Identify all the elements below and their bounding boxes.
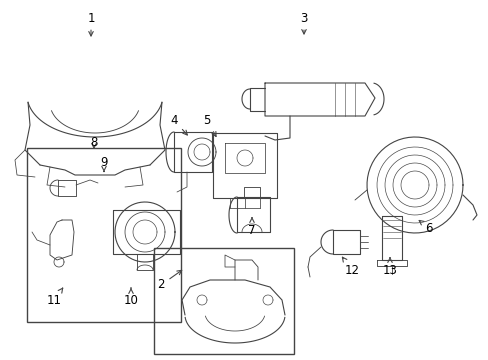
Bar	[27, 148, 181, 322]
Text: 13: 13	[382, 258, 397, 276]
Text: 10: 10	[123, 288, 138, 306]
Text: 12: 12	[342, 257, 359, 276]
Text: 7: 7	[248, 218, 255, 237]
Text: 1: 1	[87, 12, 95, 36]
Text: 5: 5	[203, 113, 216, 136]
Text: 3: 3	[300, 12, 307, 34]
Text: 8: 8	[90, 136, 98, 149]
Text: 2: 2	[157, 270, 182, 292]
Bar	[154, 248, 293, 354]
Text: 9: 9	[100, 156, 107, 171]
Text: 4: 4	[170, 113, 187, 135]
Text: 6: 6	[418, 220, 432, 234]
Text: 11: 11	[46, 288, 62, 306]
